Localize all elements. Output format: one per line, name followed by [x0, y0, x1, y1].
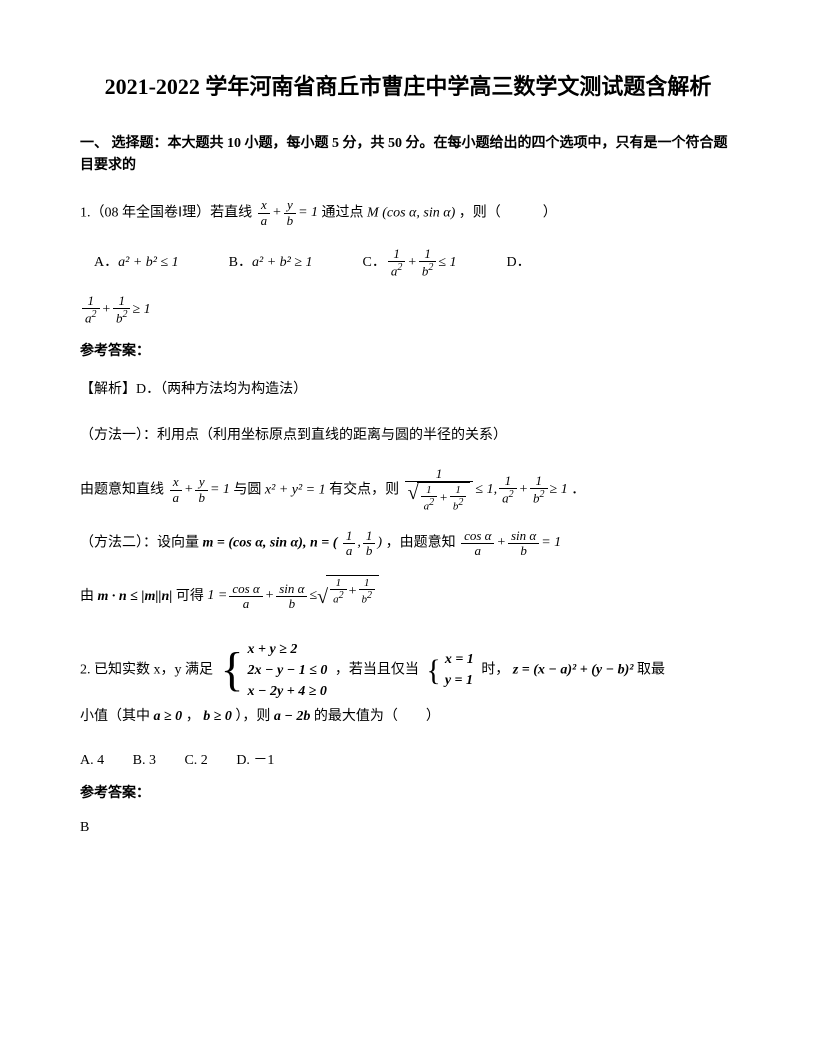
cond: a ≥ 0: [154, 709, 183, 724]
q1-mid2: ，则（ ）: [459, 205, 557, 220]
text: 与圆: [233, 482, 261, 497]
q2-optA: A. 4: [80, 753, 104, 768]
sys-line: y = 1: [445, 670, 474, 691]
text: ，若当且仅当: [335, 662, 419, 677]
frac-den: a: [258, 214, 271, 228]
label: A．: [94, 252, 118, 274]
q1-prefix: 1.（08 年全国卷Ⅰ理）若直线: [80, 205, 252, 220]
label: D．: [507, 252, 531, 274]
q2-answer-label: 参考答案：: [80, 783, 736, 805]
text: 由题意知直线: [80, 482, 164, 497]
sys-line: x + y ≥ 2: [248, 639, 328, 660]
frac-num: x: [258, 198, 271, 213]
page-title: 2021-2022 学年河南省商丘市曹庄中学高三数学文测试题含解析: [80, 70, 736, 103]
q2-system1: { x + y ≥ 2 2x − y − 1 ≤ 0 x − 2y + 4 ≥ …: [221, 639, 328, 702]
q1-optC: C． 1a2 + 1b2 ≤ 1: [363, 247, 457, 279]
q1-optD-expr: 1a2 + 1b2 ≥ 1: [80, 294, 736, 326]
q2-options: A. 4 B. 3 C. 2 D. －1: [80, 750, 736, 772]
text: 有交点，则: [329, 482, 399, 497]
frac-num: y: [284, 198, 297, 213]
q1-sol5: 由 m · n ≤ |m||n| 可得 1 = cos αa + sin αb …: [80, 575, 736, 619]
label: C．: [363, 252, 386, 274]
text: 小值（其中: [80, 709, 150, 724]
sys-line: x − 2y + 4 ≥ 0: [248, 681, 328, 702]
text: ，由题意知: [386, 536, 456, 551]
expr: m = (cos α, sin α), n = (: [203, 536, 338, 551]
q1-sol1: 【解析】D．（两种方法均为构造法）: [80, 375, 736, 406]
q1-point: M (cos α, sin α): [367, 205, 455, 220]
frac-den: b: [284, 214, 297, 228]
q1-optA: A．a² + b² ≤ 1: [80, 252, 179, 274]
text: 时，: [481, 662, 509, 677]
q2-optC: C. 2: [184, 753, 207, 768]
q1-sol4: （方法二）：设向量 m = (cos α, sin α), n = ( 1a, …: [80, 528, 736, 559]
q1-mid1: 通过点: [322, 205, 364, 220]
expr: a − 2b: [274, 709, 310, 724]
text: 的最大值为（ ）: [314, 709, 440, 724]
question-1: 1.（08 年全国卷Ⅰ理）若直线 xa + yb = 1 通过点 M (cos …: [80, 198, 736, 229]
q1-optD-label: D．: [507, 252, 531, 274]
q1-optB: B．a² + b² ≥ 1: [229, 252, 313, 274]
q1-answer-label: 参考答案：: [80, 341, 736, 363]
sys-line: 2x − y − 1 ≤ 0: [248, 660, 328, 681]
label: B．: [229, 252, 252, 274]
expr: a² + b² ≤ 1: [118, 252, 179, 274]
text: ），则: [235, 709, 270, 724]
sys-line: x = 1: [445, 649, 474, 670]
expr: m · n ≤ |m||n|: [98, 589, 173, 604]
text: ，: [186, 709, 200, 724]
text: 取最: [637, 662, 665, 677]
q2-system2: { x = 1 y = 1: [426, 649, 473, 691]
q1-sol3: 由题意知直线 xa + yb = 1 与圆 x² + y² = 1 有交点，则 …: [80, 467, 736, 513]
section-header: 一、 选择题：本大题共 10 小题，每小题 5 分，共 50 分。在每小题给出的…: [80, 133, 736, 178]
expr: x² + y² = 1: [265, 482, 326, 497]
q1-options: A．a² + b² ≤ 1 B．a² + b² ≥ 1 C． 1a2 + 1b2…: [80, 247, 736, 279]
text: （方法二）：设向量: [80, 536, 199, 551]
text: 可得: [176, 589, 204, 604]
cond: b ≥ 0: [203, 709, 232, 724]
question-2: 2. 已知实数 x，y 满足 { x + y ≥ 2 2x − y − 1 ≤ …: [80, 639, 736, 733]
q2-optB: B. 3: [133, 753, 156, 768]
q2-optD: D. －1: [236, 753, 274, 768]
eq-rhs: = 1: [298, 198, 318, 229]
text: 由: [80, 589, 94, 604]
z-expr: z = (x − a)² + (y − b)²: [513, 662, 634, 677]
text: ．: [571, 482, 585, 497]
q1-sol2: （方法一）：利用点（利用坐标原点到直线的距离与圆的半径的关系）: [80, 421, 736, 452]
expr: a² + b² ≥ 1: [252, 252, 313, 274]
q2-prefix: 2. 已知实数 x，y 满足: [80, 662, 213, 677]
q2-answer: B: [80, 817, 736, 839]
